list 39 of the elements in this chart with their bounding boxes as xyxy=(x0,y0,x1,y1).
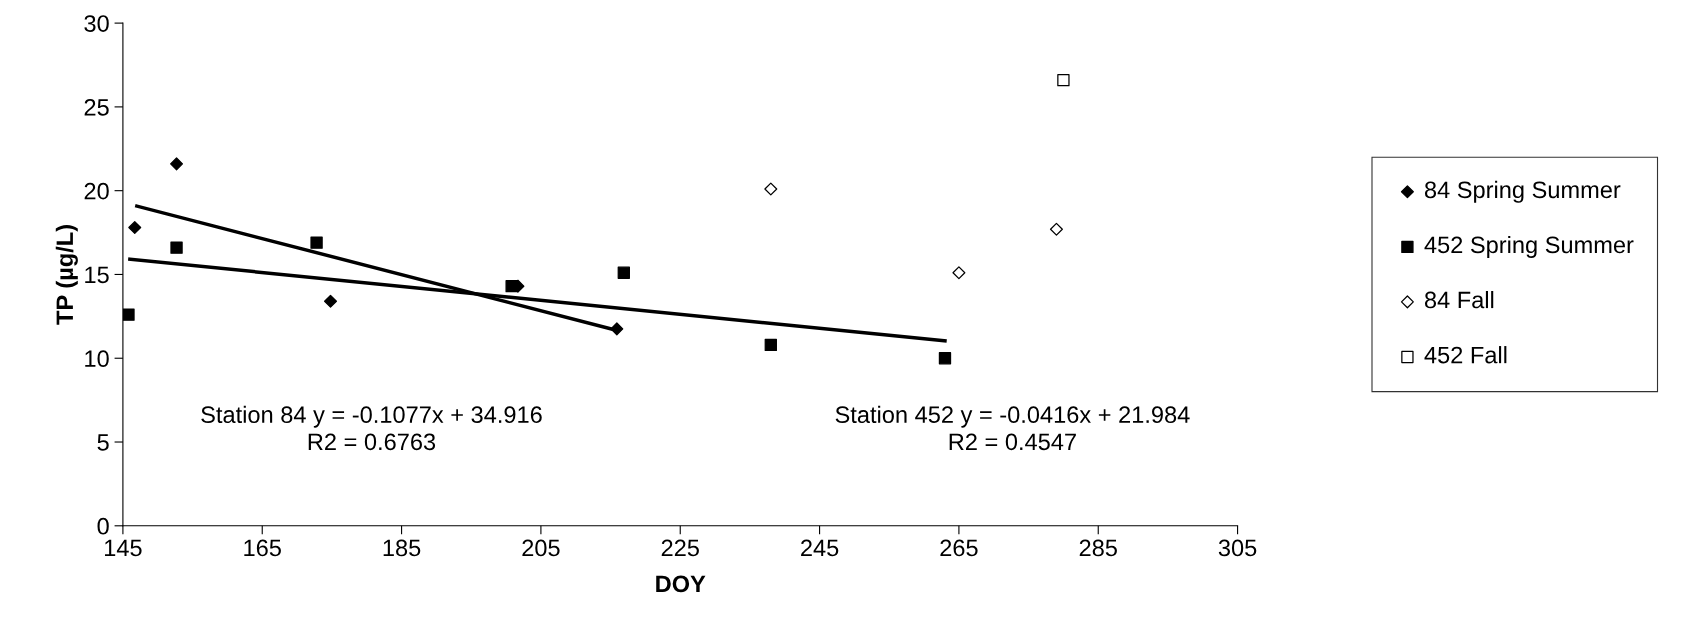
point xyxy=(764,182,778,196)
point xyxy=(764,338,777,352)
annotation: Station 452 y = -0.0416x + 21.984 R2 = 0.4547 xyxy=(835,405,1190,451)
point xyxy=(122,308,135,321)
x-tick-label: 185 xyxy=(383,539,421,557)
legend-label: 84 Spring Summer xyxy=(1424,180,1621,203)
point xyxy=(128,221,142,235)
point xyxy=(310,236,323,249)
y-tick-label: 30 xyxy=(84,15,109,32)
point xyxy=(938,352,952,365)
x-tick-label: 145 xyxy=(105,539,142,557)
point xyxy=(617,266,630,279)
legend-label: 452 Fall xyxy=(1424,346,1507,364)
point xyxy=(610,322,624,336)
x-tick-label: 165 xyxy=(244,539,281,557)
x-tick-label: 205 xyxy=(522,539,560,557)
x-tick-label: 305 xyxy=(1218,539,1257,557)
x-tick-label: 265 xyxy=(940,539,978,557)
annotation: Station 84 y = -0.1077x + 34.916 R2 = 0.6763 xyxy=(201,405,542,451)
x-tick-label: 225 xyxy=(661,539,699,557)
point xyxy=(1049,222,1063,236)
y-tick-label: 10 xyxy=(85,350,109,368)
y-axis-title: TP (µg/L) xyxy=(55,225,78,325)
x-tick-label: 285 xyxy=(1079,539,1117,557)
x-tick-label: 245 xyxy=(801,539,839,557)
y-tick-label: 5 xyxy=(97,434,109,451)
y-tick-label: 20 xyxy=(84,182,109,200)
point xyxy=(1057,73,1070,87)
point xyxy=(170,157,184,171)
point xyxy=(323,294,338,308)
point xyxy=(170,241,183,254)
x-axis-title: DOY xyxy=(656,575,706,593)
y-tick-label: 0 xyxy=(97,517,109,535)
legend-label: 452 Spring Summer xyxy=(1424,235,1634,258)
legend-label: 84 Fall xyxy=(1424,290,1494,309)
y-tick-label: 25 xyxy=(84,98,109,116)
point xyxy=(505,280,518,293)
point xyxy=(952,266,966,280)
y-tick-label: 15 xyxy=(85,266,109,284)
